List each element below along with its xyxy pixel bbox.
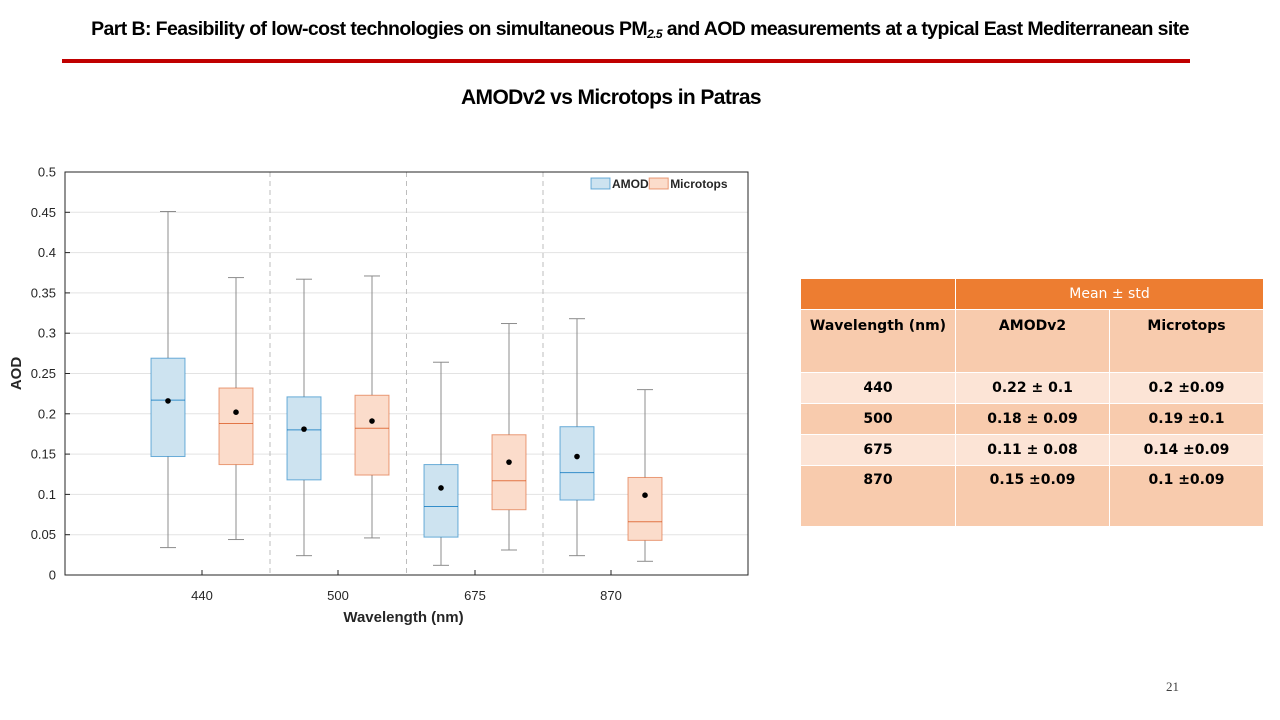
x-tick-label: 870 xyxy=(600,588,622,603)
table-cell: 870 xyxy=(800,465,956,527)
table-row: 500 0.18 ± 0.09 0.19 ±0.1 xyxy=(800,403,1264,435)
slide-title: Part B: Feasibility of low-cost technolo… xyxy=(0,18,1280,41)
table-header-empty xyxy=(800,278,956,310)
y-tick-label: 0.1 xyxy=(38,487,56,502)
x-axis-label: Wavelength (nm) xyxy=(343,609,463,626)
slide-title-subscript: 2.5 xyxy=(647,27,662,41)
y-tick-label: 0 xyxy=(49,568,56,583)
y-tick-label: 0.2 xyxy=(38,406,56,421)
x-tick-label: 500 xyxy=(327,588,349,603)
y-tick-label: 0.3 xyxy=(38,326,56,341)
box-amod xyxy=(150,357,186,458)
summary-table: Mean ± std Wavelength (nm) AMODv2 Microt… xyxy=(800,278,1264,527)
title-underline xyxy=(62,59,1190,63)
table-column-header: AMODv2 xyxy=(955,309,1110,373)
table-column-header: Wavelength (nm) xyxy=(800,309,956,373)
y-tick-label: 0.15 xyxy=(31,447,56,462)
box-plot-chart: 0 0.05 0.1 0.15 0.2 0.25 0.3 0.35 0.4 0.45 0.5 440 5… xyxy=(8,165,749,626)
page-number: 21 xyxy=(1166,679,1179,694)
table-cell: 0.2 ±0.09 xyxy=(1109,372,1264,404)
table-cell: 500 xyxy=(800,403,956,435)
table-group-header: Mean ± std xyxy=(955,278,1264,310)
box-mean-point xyxy=(506,459,512,465)
table-row: 440 0.22 ± 0.1 0.2 ±0.09 xyxy=(800,372,1264,404)
y-axis-label: AOD xyxy=(8,357,25,391)
table-row: 870 0.15 ±0.09 0.1 ±0.09 xyxy=(800,465,1264,527)
box-amod xyxy=(423,464,459,538)
table-cell: 0.22 ± 0.1 xyxy=(955,372,1110,404)
y-tick-label: 0.35 xyxy=(31,285,56,300)
table-cell: 0.14 ±0.09 xyxy=(1109,434,1264,466)
box-mean-point xyxy=(165,398,171,404)
table-cell: 440 xyxy=(800,372,956,404)
y-tick-label: 0.25 xyxy=(31,366,56,381)
box-microtops xyxy=(354,394,390,476)
table-cell: 0.15 ±0.09 xyxy=(955,465,1110,527)
slide-title-prefix: Part B: Feasibility of low-cost technolo… xyxy=(91,18,648,40)
box-mean-point xyxy=(369,418,375,424)
legend-swatch-amod xyxy=(590,177,611,190)
table-row: 675 0.11 ± 0.08 0.14 ±0.09 xyxy=(800,434,1264,466)
y-tick-label: 0.4 xyxy=(38,245,56,260)
legend-swatch-microtops xyxy=(648,177,669,190)
table-cell: 0.1 ±0.09 xyxy=(1109,465,1264,527)
table-column-header-row: Wavelength (nm) AMODv2 Microtops xyxy=(800,309,1264,373)
box-mean-point xyxy=(301,426,307,432)
box-mean-point xyxy=(642,492,648,499)
x-tick-label: 440 xyxy=(191,588,213,603)
box-mean-point xyxy=(233,409,239,415)
box-amod xyxy=(559,426,595,501)
legend-label: AMOD xyxy=(612,177,649,191)
table-cell: 0.11 ± 0.08 xyxy=(955,434,1110,466)
y-tick-label: 0.5 xyxy=(38,165,56,180)
table-cell: 0.19 ±0.1 xyxy=(1109,403,1264,435)
y-tick-label: 0.45 xyxy=(31,205,56,220)
table-cell: 0.18 ± 0.09 xyxy=(955,403,1110,435)
slide-title-suffix: and AOD measurements at a typical East M… xyxy=(661,18,1190,40)
table-column-header: Microtops xyxy=(1109,309,1264,373)
table-cell: 675 xyxy=(800,434,956,466)
x-tick-label: 675 xyxy=(464,588,486,603)
legend-label: Microtops xyxy=(670,177,728,191)
table-header-row: Mean ± std xyxy=(800,278,1264,310)
box-microtops xyxy=(491,434,527,511)
box-microtops xyxy=(627,476,663,541)
box-mean-point xyxy=(438,485,444,491)
plot-frame xyxy=(64,171,749,576)
y-tick-label: 0.05 xyxy=(31,527,56,542)
box-amod xyxy=(286,396,322,481)
slide-subtitle: AMODv2 vs Microtops in Patras xyxy=(460,86,762,109)
box-microtops xyxy=(218,387,254,466)
box-mean-point xyxy=(574,453,580,460)
